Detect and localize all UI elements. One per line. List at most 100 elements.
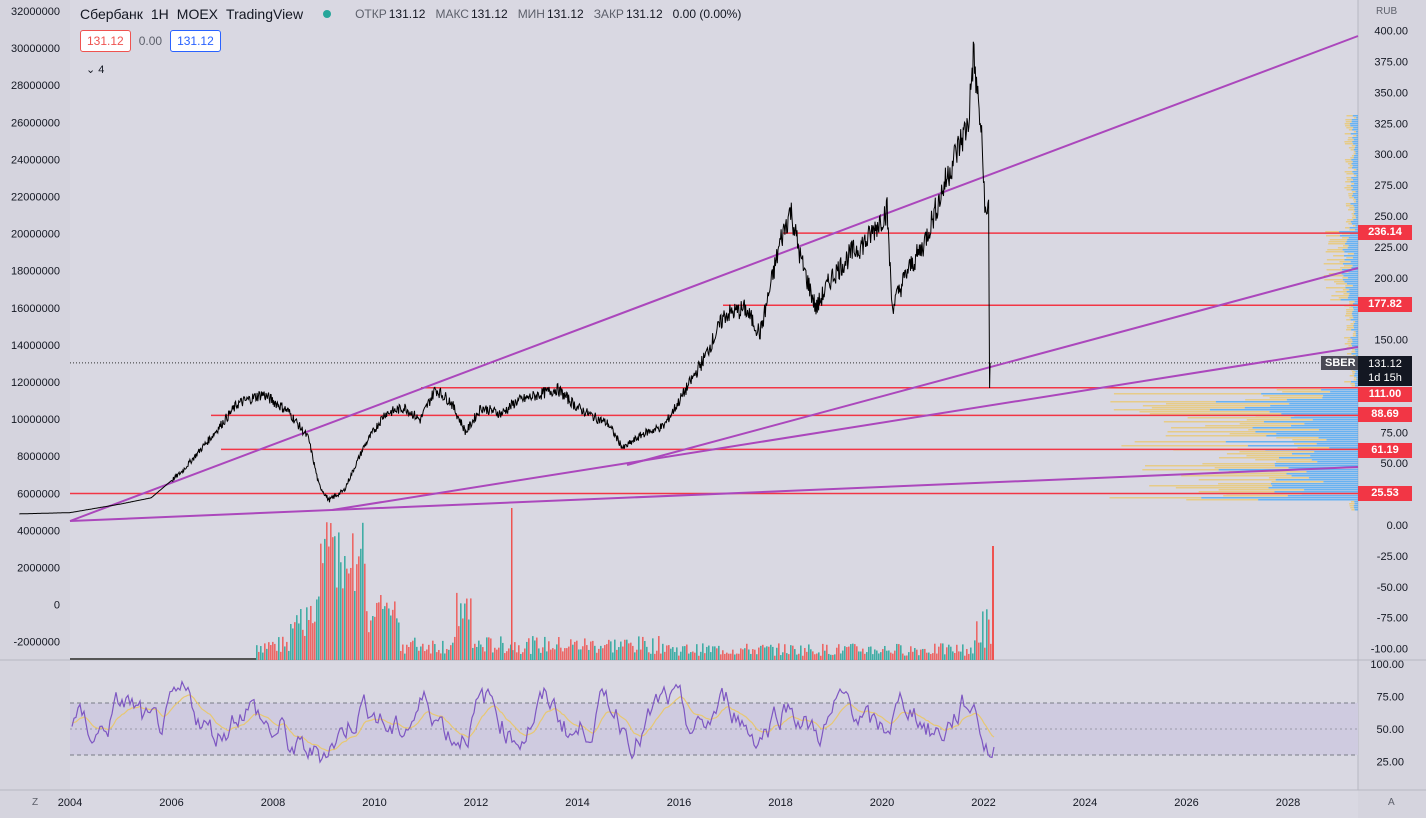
- volume-profile-bar: [1349, 197, 1355, 199]
- volume-profile-bar: [1346, 319, 1351, 321]
- x-tick-label: 2010: [362, 797, 386, 809]
- price-tick-label: 225.00: [1374, 242, 1408, 254]
- trend-lines[interactable]: [69, 35, 1359, 522]
- volume-bar: [724, 653, 726, 660]
- volume-profile-bar: [1355, 201, 1358, 203]
- volume-bar: [732, 649, 734, 660]
- volume-profile-bar: [1350, 203, 1358, 205]
- volume-profile-bar: [1344, 281, 1358, 283]
- volume-bar: [780, 655, 782, 660]
- volume-profile-bar: [1352, 339, 1358, 341]
- volume-profile-bar: [1229, 433, 1277, 435]
- volume-profile-bar: [1347, 247, 1358, 249]
- volume-profile-bar: [1239, 423, 1305, 425]
- volume-profile-bar: [1351, 119, 1358, 121]
- symbol-name[interactable]: Сбербанк: [80, 6, 143, 22]
- volume-tick-label: 12000000: [11, 377, 60, 389]
- rsi-ma-line: [71, 694, 995, 752]
- volume-profile-bar: [1281, 413, 1358, 415]
- volume-bar: [280, 651, 282, 660]
- volume-bar: [456, 592, 458, 660]
- volume-profile-bar: [1350, 323, 1354, 325]
- volume-tick-label: 30000000: [11, 43, 60, 55]
- interval[interactable]: 1H: [150, 6, 169, 22]
- volume-bar: [382, 608, 384, 660]
- volume-profile-bar: [1202, 463, 1275, 465]
- volume-bar: [640, 649, 642, 660]
- volume-profile-bar: [1275, 479, 1358, 481]
- volume-bar: [314, 621, 316, 660]
- volume-bar: [798, 653, 800, 660]
- x-tick-label: 2006: [159, 797, 183, 809]
- volume-profile-bar: [1355, 321, 1358, 323]
- volume-bar: [278, 637, 280, 660]
- volume-bar: [366, 611, 368, 660]
- volume-bar: [890, 652, 892, 660]
- volume-profile-bar: [1352, 137, 1358, 139]
- volume-profile-bar: [1353, 309, 1358, 311]
- volume-profile-bar: [1310, 455, 1358, 457]
- volume-bar: [762, 644, 764, 660]
- volume-bar: [642, 636, 644, 660]
- volume-bar: [392, 609, 394, 660]
- zoom-reset-button[interactable]: Z: [32, 797, 39, 808]
- volume-profile-bar: [1354, 349, 1358, 351]
- ohlc-high: МАКС 131.12: [435, 7, 508, 21]
- volume-profile-bar: [1275, 465, 1358, 467]
- volume-bar: [988, 619, 990, 660]
- volume-profile-bar: [1354, 373, 1358, 375]
- auto-scale-button[interactable]: A: [1388, 797, 1395, 808]
- volume-profile-bar: [1345, 221, 1351, 223]
- volume-bar: [784, 644, 786, 660]
- volume-profile-bar: [1353, 199, 1356, 201]
- volume-bar: [388, 608, 390, 660]
- volume-profile-bar: [1353, 135, 1357, 137]
- volume-bar: [656, 650, 658, 660]
- volume-bar: [342, 588, 344, 660]
- volume-profile-bar: [1353, 505, 1358, 507]
- volume-profile-bar: [1344, 265, 1353, 267]
- volume-bar: [570, 639, 572, 660]
- volume-profile-bar: [1355, 217, 1358, 219]
- volume-bar: [928, 652, 930, 660]
- volume-bar: [608, 639, 610, 660]
- volume-bar: [734, 654, 736, 660]
- volume-bar: [942, 643, 944, 660]
- volume-bar: [914, 647, 916, 660]
- volume-profile-bar: [1352, 171, 1358, 173]
- volume-profile-bar: [1353, 149, 1358, 151]
- volume-profile-bar: [1345, 287, 1358, 289]
- volume-bar: [622, 646, 624, 660]
- indicators-toggle[interactable]: ⌄ 4: [86, 63, 104, 76]
- volume-bar: [754, 649, 756, 660]
- volume-profile-bar: [1215, 401, 1358, 403]
- currency-label[interactable]: RUB: [1376, 6, 1398, 17]
- volume-bar: [670, 648, 672, 660]
- volume-profile-bar: [1276, 433, 1358, 435]
- volume-profile-bar: [1342, 277, 1348, 279]
- buy-button[interactable]: 131.12: [170, 30, 221, 52]
- volume-bar: [496, 649, 498, 660]
- volume-bar: [930, 654, 932, 660]
- volume-profile-bar: [1336, 283, 1347, 285]
- volume-profile-bar: [1344, 337, 1351, 339]
- price-tick-label: 200.00: [1374, 273, 1408, 285]
- volume-bar: [858, 651, 860, 660]
- volume-profile-bar: [1353, 169, 1357, 171]
- volume-profile-bar: [1343, 293, 1350, 295]
- horizontal-levels[interactable]: [70, 232, 1358, 495]
- ohlc-change: 0.00 (0.00%): [672, 7, 742, 21]
- volume-bar: [680, 651, 682, 660]
- volume-profile-bar: [1348, 163, 1352, 165]
- volume-profile-bar: [1323, 263, 1344, 265]
- volume-bar: [788, 654, 790, 660]
- volume-bar: [690, 652, 692, 660]
- sell-button[interactable]: 131.12: [80, 30, 131, 52]
- volume-bar: [284, 646, 286, 660]
- volume-bar: [870, 646, 872, 660]
- volume-profile-bar: [1351, 213, 1354, 215]
- trend-line: [69, 466, 1359, 522]
- volume-bar: [356, 564, 358, 660]
- volume-profile-bar: [1346, 313, 1352, 315]
